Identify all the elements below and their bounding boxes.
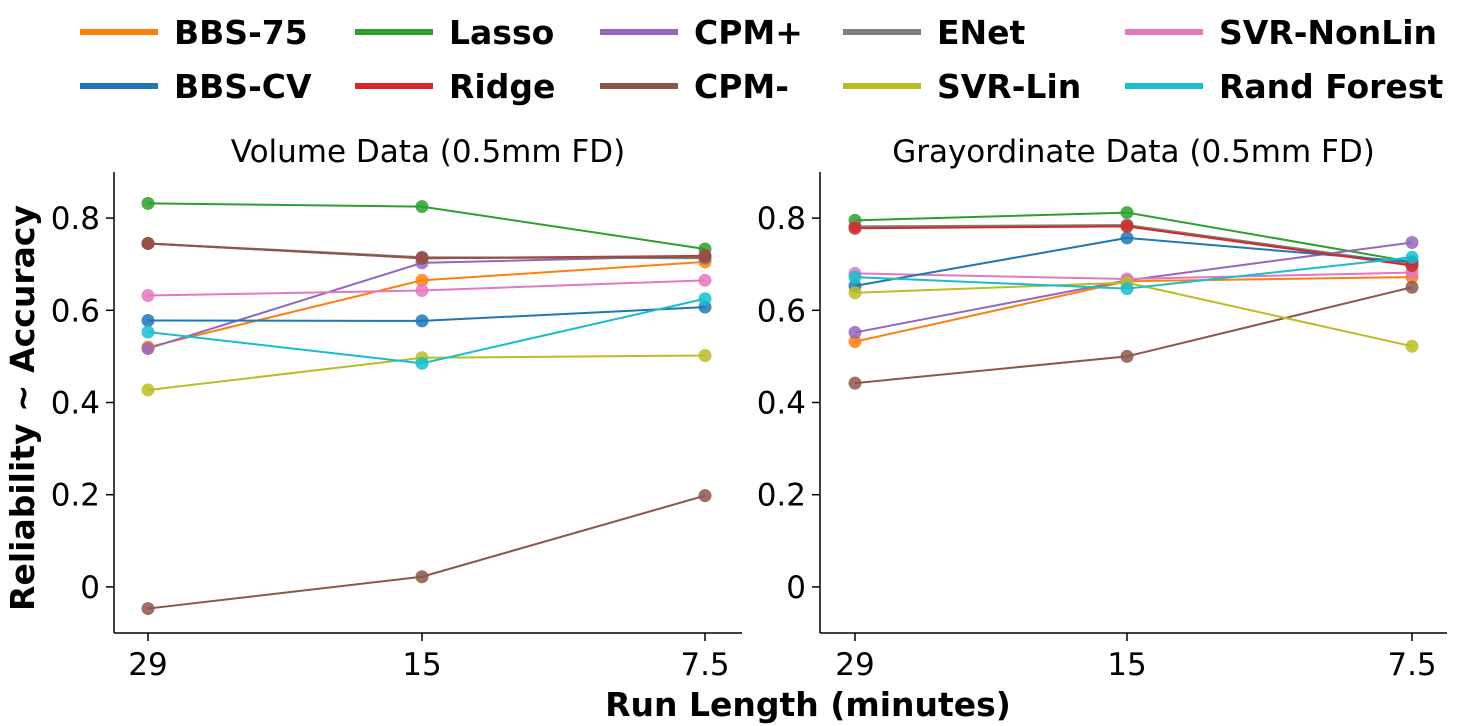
series-line-enet: [854, 224, 1413, 266]
x-tick-label: 7.5: [680, 647, 729, 683]
data-point-bbs-cv: [1120, 231, 1134, 245]
data-point-cpm: [1405, 280, 1419, 294]
legend-item-bbs-75: BBS-75: [80, 13, 308, 52]
legend: BBS-75 Lasso CPM+ ENet SVR-NonLin BBS-CV Ridge…: [80, 13, 1443, 106]
legend-item-svr-nonlin: SVR-NonLin: [1125, 13, 1437, 52]
data-point-cpm: [698, 489, 712, 503]
legend-item-enet: ENet: [843, 13, 1026, 52]
data-point-rand-forest: [415, 356, 429, 370]
data-point-svr-lin: [698, 348, 712, 362]
data-point-rand-forest: [848, 270, 862, 284]
data-point-rand-forest: [1120, 282, 1134, 296]
data-point-svr-nonlin: [141, 289, 155, 303]
y-tick-label: 0.4: [51, 386, 100, 422]
panel-title-volume: Volume Data (0.5mm FD): [231, 134, 625, 170]
y-tick-label: 0.6: [757, 293, 806, 329]
panel-title-grayordinate: Grayordinate Data (0.5mm FD): [892, 134, 1375, 170]
axes-grayordinate: 0 0.2 0.4 0.6 0.8 29 15 7.5: [757, 172, 1447, 683]
data-point-cpm: [141, 602, 155, 616]
data-point-svr-nonlin: [415, 283, 429, 297]
x-tick-label: 29: [835, 647, 874, 683]
legend-item-lasso: Lasso: [355, 13, 554, 52]
series-line-cpm: [854, 286, 1413, 385]
data-point-lasso: [415, 200, 429, 214]
data-point-lasso: [1120, 206, 1134, 220]
legend-item-cpm: CPM+: [600, 13, 803, 52]
x-tick-label: 15: [1107, 647, 1146, 683]
legend-label: Lasso: [449, 13, 554, 52]
legend-label: SVR-NonLin: [1219, 13, 1437, 52]
y-tick-label: 0: [786, 570, 806, 606]
panel-grayordinate: Grayordinate Data (0.5mm FD) 00.20.40.60…: [757, 134, 1447, 683]
legend-label: Ridge: [449, 67, 555, 106]
x-tick-label: 29: [128, 647, 167, 683]
legend-label: BBS-CV: [174, 67, 312, 106]
series-points-volume: [141, 196, 712, 616]
series-lines-grayordinate: [854, 211, 1413, 385]
series-line-bbs-75: [147, 260, 706, 349]
legend-item-rand-forest: Rand Forest: [1125, 67, 1443, 106]
y-tick-label: 0.8: [757, 201, 806, 237]
data-point-bbs-cv: [141, 313, 155, 327]
data-point-bbs-75: [848, 335, 862, 349]
series-line-cpm: [147, 254, 706, 350]
legend-item-bbs-cv: BBS-CV: [80, 67, 312, 106]
series-line-bbs-75: [854, 276, 1413, 343]
legend-label: Rand Forest: [1219, 67, 1443, 106]
data-point-ridge: [1120, 219, 1134, 233]
data-point-svr-nonlin: [698, 273, 712, 287]
y-tick-label: 0.6: [51, 293, 100, 329]
legend-label: ENet: [937, 13, 1026, 52]
y-tick-label: 0.8: [51, 201, 100, 237]
data-point-svr-lin: [141, 383, 155, 397]
data-point-svr-lin: [1405, 339, 1419, 353]
data-point-cpm-upper: [698, 250, 712, 264]
y-tick-label: 0.2: [757, 478, 806, 514]
data-point-cpm-upper: [415, 251, 429, 265]
y-tick-label: 0: [80, 570, 100, 606]
series-line-svr-lin: [854, 281, 1413, 348]
data-point-ridge: [848, 221, 862, 235]
legend-label: CPM+: [694, 13, 803, 52]
data-point-bbs-cv: [415, 314, 429, 328]
data-point-cpm: [141, 342, 155, 356]
data-point-cpm-upper: [141, 236, 155, 250]
legend-item-svr-lin: SVR-Lin: [843, 67, 1081, 106]
data-point-cpm: [848, 376, 862, 390]
legend-item-ridge: Ridge: [355, 67, 555, 106]
x-tick-label: 7.5: [1387, 647, 1436, 683]
data-point-rand-forest: [698, 292, 712, 306]
x-axis-label: Run Length (minutes): [605, 685, 1011, 724]
data-point-cpm: [848, 325, 862, 339]
legend-label: CPM-: [694, 67, 789, 106]
series-points-grayordinate: [848, 206, 1419, 390]
data-point-rand-forest: [141, 325, 155, 339]
legend-label: SVR-Lin: [937, 67, 1081, 106]
data-point-cpm: [1120, 349, 1134, 363]
x-tick-label: 15: [402, 647, 441, 683]
panel-volume: Volume Data (0.5mm FD) 0 0.2 0.4 0.6 0.8 29 15…: [51, 134, 742, 683]
legend-item-cpm: CPM-: [600, 67, 789, 106]
data-point-cpm: [1405, 236, 1419, 250]
data-point-lasso: [141, 196, 155, 210]
legend-label: BBS-75: [174, 13, 308, 52]
series-line-cpm: [147, 494, 706, 610]
data-point-rand-forest: [1405, 250, 1419, 264]
y-axis-label: Reliability ~ Accuracy: [3, 205, 42, 611]
data-point-bbs-75: [415, 273, 429, 287]
series-line-ridge: [854, 225, 1413, 267]
y-tick-label: 0.4: [757, 386, 806, 422]
axes-volume: 0 0.2 0.4 0.6 0.8 29 15 7.5: [51, 172, 742, 683]
data-point-svr-lin: [848, 286, 862, 300]
y-tick-label: 0.2: [51, 478, 100, 514]
data-point-cpm: [415, 570, 429, 584]
